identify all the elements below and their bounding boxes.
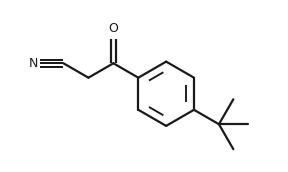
- Text: O: O: [109, 22, 118, 35]
- Text: N: N: [29, 57, 38, 70]
